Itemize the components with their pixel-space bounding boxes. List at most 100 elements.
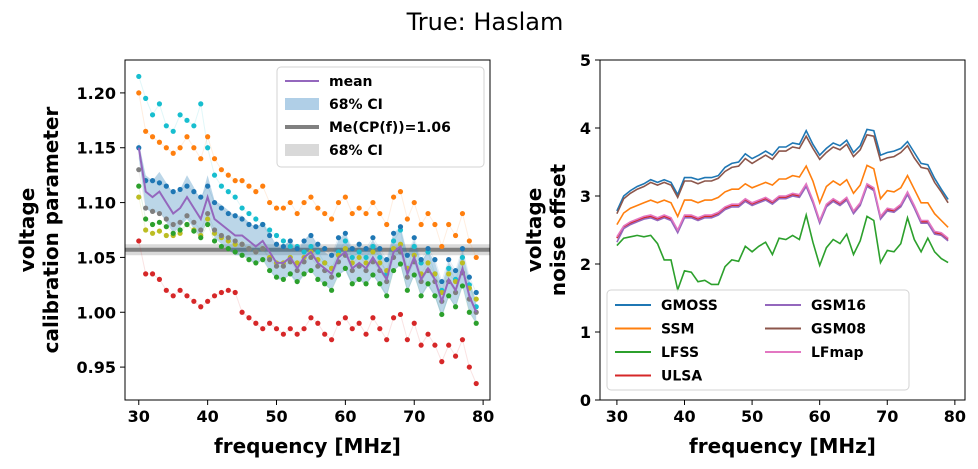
scatter-point bbox=[335, 272, 342, 278]
scatter-point bbox=[425, 260, 431, 266]
scatter-point bbox=[273, 263, 280, 269]
scatter-point bbox=[136, 238, 142, 244]
scatter-point bbox=[205, 298, 211, 304]
scatter-point bbox=[439, 278, 445, 285]
y-axis-label-line: noise offset bbox=[546, 163, 570, 296]
scatter-point bbox=[349, 254, 355, 261]
scatter-point bbox=[260, 257, 266, 263]
scatter-point bbox=[211, 156, 218, 162]
scatter-point bbox=[370, 235, 376, 241]
scatter-point bbox=[377, 246, 383, 252]
scatter-point bbox=[322, 331, 328, 337]
scatter-point bbox=[377, 260, 383, 266]
scatter-point bbox=[349, 246, 355, 252]
scatter-point bbox=[211, 199, 218, 206]
scatter-point bbox=[294, 267, 300, 274]
scatter-point bbox=[149, 134, 156, 140]
scatter-point bbox=[335, 320, 342, 326]
mean-line bbox=[137, 147, 478, 313]
y-axis-label-line: calibration parameter bbox=[39, 107, 63, 354]
legend-label: 68% CI bbox=[329, 97, 383, 113]
scatter-point bbox=[377, 254, 383, 261]
scatter-point bbox=[287, 243, 293, 250]
scatter-point bbox=[191, 145, 197, 151]
scatter-point bbox=[459, 254, 466, 261]
scatter-point bbox=[184, 293, 190, 299]
scatter-point bbox=[218, 183, 225, 189]
scatter-point bbox=[184, 134, 190, 140]
scatter-point bbox=[225, 246, 231, 252]
scatter-point bbox=[370, 272, 376, 278]
scatter-point bbox=[308, 315, 314, 321]
scatter-point bbox=[273, 232, 280, 239]
y-tick-label: 1.05 bbox=[77, 248, 116, 267]
scatter-point bbox=[267, 199, 273, 206]
x-tick-label: 50 bbox=[741, 407, 763, 426]
scatter-point bbox=[294, 278, 300, 285]
scatter-point bbox=[156, 228, 163, 234]
scatter-point bbox=[143, 216, 149, 222]
scatter-point bbox=[466, 238, 472, 244]
scatter-point bbox=[356, 320, 362, 326]
scatter-point bbox=[356, 249, 362, 255]
scatter-point bbox=[177, 227, 183, 233]
scatter-point bbox=[170, 150, 176, 156]
y-tick-label: 5 bbox=[580, 51, 591, 70]
scatter-point bbox=[191, 298, 197, 304]
x-tick-label: 80 bbox=[944, 407, 966, 426]
y-tick-label: 0.95 bbox=[77, 358, 116, 377]
scatter-point bbox=[390, 315, 397, 321]
scatter-point bbox=[246, 257, 252, 263]
scatter-point bbox=[466, 364, 472, 370]
scatter-point bbox=[184, 213, 190, 219]
series-line-gsm16 bbox=[616, 184, 949, 243]
scatter-point bbox=[459, 210, 466, 217]
legend: GMOSS SSM LFSS ULSA GSM16 GSM08 LFmap bbox=[606, 289, 910, 391]
scatter-point bbox=[356, 205, 362, 211]
scatter-point bbox=[273, 241, 280, 247]
x-axis-label: frequency [MHz] bbox=[214, 434, 401, 458]
scatter-point bbox=[452, 304, 459, 310]
y-tick-label: 4 bbox=[580, 119, 591, 138]
scatter-point bbox=[390, 194, 397, 200]
scatter-point bbox=[425, 210, 431, 217]
x-tick-label: 70 bbox=[403, 407, 425, 426]
scatter-point bbox=[218, 232, 225, 239]
scatter-point bbox=[156, 219, 163, 225]
scatter-point bbox=[156, 276, 163, 282]
scatter-point bbox=[136, 90, 142, 96]
scatter-point bbox=[425, 331, 431, 337]
scatter-point bbox=[315, 241, 321, 247]
scatter-point bbox=[377, 326, 383, 332]
y-tick-label: 1.15 bbox=[77, 139, 116, 158]
x-tick-label: 60 bbox=[334, 407, 356, 426]
scatter-point bbox=[397, 189, 404, 195]
scatter-point bbox=[377, 210, 383, 217]
scatter-point bbox=[143, 95, 149, 101]
legend-label: LFmap bbox=[811, 345, 864, 361]
scatter-point bbox=[246, 210, 252, 217]
scatter-point bbox=[253, 320, 259, 326]
scatter-point bbox=[301, 199, 307, 206]
scatter-point bbox=[225, 235, 231, 241]
scatter-point bbox=[473, 380, 479, 387]
y-tick-label: 1.00 bbox=[77, 303, 116, 322]
scatter-point bbox=[239, 205, 245, 211]
legend-label: GSM08 bbox=[811, 322, 866, 338]
scatter-point bbox=[370, 243, 376, 250]
y-tick-label: 3 bbox=[580, 187, 591, 206]
scatter-point bbox=[156, 180, 163, 186]
scatter-point bbox=[232, 238, 238, 244]
scatter-point bbox=[466, 309, 472, 315]
scatter-point bbox=[294, 210, 300, 217]
scatter-point bbox=[342, 238, 348, 244]
scatter-point bbox=[425, 246, 431, 252]
scatter-point bbox=[349, 210, 355, 217]
scatter-point bbox=[232, 178, 238, 184]
scatter-point bbox=[315, 249, 321, 255]
scatter-point bbox=[452, 353, 459, 359]
scatter-point bbox=[149, 221, 156, 228]
scatter-point bbox=[411, 235, 417, 241]
scatter-point bbox=[143, 227, 149, 233]
